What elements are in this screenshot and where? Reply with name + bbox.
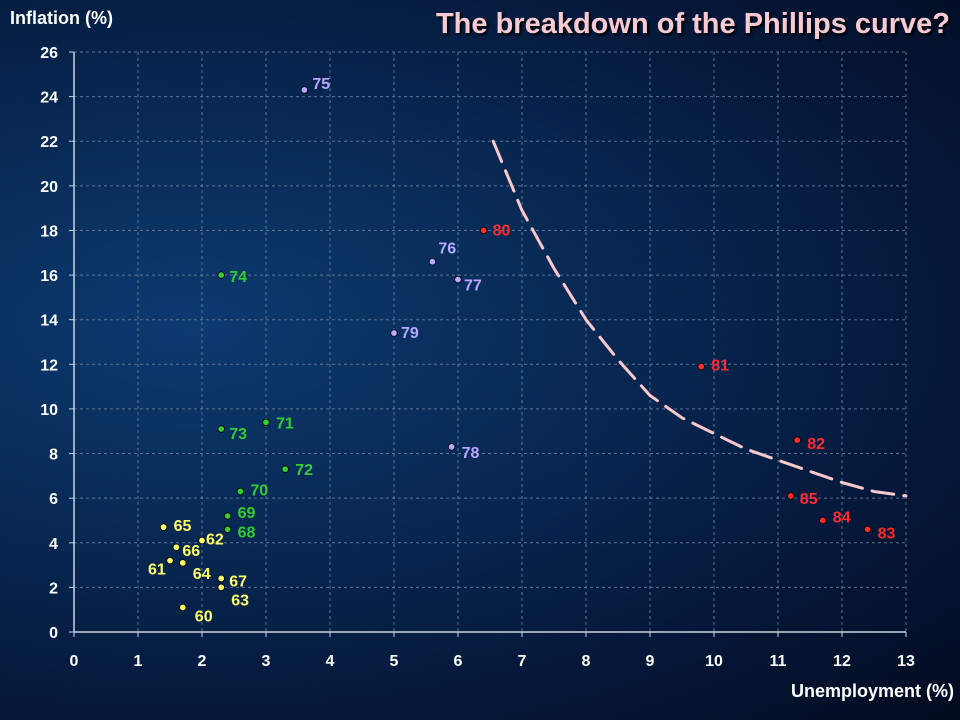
point-62	[198, 536, 206, 545]
point-label-81: 81	[711, 358, 729, 375]
point-label-71: 71	[276, 415, 294, 432]
point-66	[172, 543, 181, 551]
phillips-curve-line	[491, 139, 908, 498]
y-tick-label: 6	[49, 491, 58, 508]
point-63	[217, 583, 225, 592]
x-tick-label: 2	[198, 653, 207, 670]
point-64	[179, 559, 187, 567]
point-label-66: 66	[182, 543, 200, 560]
grid-lines	[74, 51, 907, 632]
point-73	[217, 425, 225, 433]
point-label-76: 76	[438, 241, 456, 258]
point-60	[179, 603, 187, 612]
point-label-61: 61	[148, 562, 166, 579]
point-75	[300, 86, 309, 94]
point-80	[479, 226, 488, 235]
point-label-70: 70	[250, 482, 268, 499]
point-78	[447, 443, 456, 451]
point-label-82: 82	[807, 436, 825, 453]
point-71	[262, 418, 270, 427]
y-tick-label: 24	[40, 90, 58, 107]
y-tick-label: 14	[40, 313, 58, 330]
point-82	[793, 436, 801, 444]
point-label-85: 85	[800, 491, 818, 508]
point-label-68: 68	[238, 524, 256, 541]
y-tick-label: 8	[49, 447, 58, 464]
point-72	[281, 465, 289, 473]
point-label-83: 83	[878, 525, 896, 542]
chart-title: The breakdown of the Phillips curve?	[435, 8, 950, 40]
point-label-75: 75	[312, 76, 330, 93]
x-tick-label: 0	[70, 653, 79, 670]
point-label-69: 69	[238, 505, 256, 522]
point-label-74: 74	[229, 269, 247, 286]
phillips-curve	[491, 139, 908, 498]
point-label-79: 79	[401, 325, 419, 342]
point-label-62: 62	[206, 532, 224, 549]
y-tick-label: 4	[49, 536, 58, 553]
point-label-72: 72	[295, 462, 313, 479]
x-tick-label: 9	[646, 653, 655, 670]
point-label-78: 78	[462, 445, 480, 462]
point-81	[697, 362, 705, 371]
point-68	[223, 525, 232, 534]
point-label-63: 63	[231, 592, 249, 609]
point-85	[787, 492, 795, 500]
point-74	[217, 271, 225, 279]
x-tick-label: 7	[518, 653, 527, 670]
x-tick-label: 11	[770, 653, 787, 670]
y-tick-label: 20	[40, 179, 58, 196]
x-tick-label: 1	[134, 653, 143, 670]
x-tick-label: 6	[454, 653, 463, 670]
x-tick-label: 10	[705, 653, 723, 670]
x-tick-label: 4	[326, 653, 335, 670]
data-points: 60 61 62 63 64 65 66 67 68 69 70 71 72 73 74 75 76 77 78 79…	[148, 76, 895, 626]
point-76	[428, 257, 437, 266]
point-label-84: 84	[833, 509, 851, 526]
y-tick-label: 10	[40, 402, 58, 419]
y-tick-label: 2	[49, 580, 58, 597]
y-axis-label: Inflation (%)	[10, 8, 113, 28]
y-tick-label: 12	[40, 357, 58, 374]
y-tick-label: 22	[40, 134, 58, 151]
point-label-73: 73	[229, 426, 247, 443]
point-83	[863, 525, 872, 534]
point-79	[390, 329, 398, 337]
point-label-64: 64	[193, 566, 211, 583]
x-tick-label: 8	[582, 653, 591, 670]
point-70	[236, 487, 245, 496]
y-tick-label: 16	[40, 268, 58, 285]
point-label-77: 77	[464, 278, 482, 295]
point-label-80: 80	[493, 222, 511, 239]
point-61	[166, 556, 174, 565]
point-69	[223, 512, 232, 520]
point-67	[217, 574, 225, 583]
point-label-65: 65	[174, 518, 192, 535]
point-label-67: 67	[229, 573, 247, 590]
point-84	[819, 516, 827, 525]
x-tick-label: 13	[897, 653, 915, 670]
point-65	[159, 523, 168, 531]
point-77	[454, 275, 462, 284]
x-tick-label: 3	[262, 653, 271, 670]
y-tick-label: 0	[49, 625, 58, 642]
x-tick-label: 12	[833, 653, 851, 670]
x-tick-label: 5	[390, 653, 399, 670]
y-tick-label: 26	[40, 45, 58, 62]
axes: 0 1 2 3 4 5 6 7 8 9 10 11 12 130246810121416182022242…	[40, 45, 915, 670]
point-label-60: 60	[195, 608, 213, 625]
x-axis-label: Unemployment (%)	[790, 681, 954, 701]
y-tick-label: 18	[40, 223, 58, 240]
